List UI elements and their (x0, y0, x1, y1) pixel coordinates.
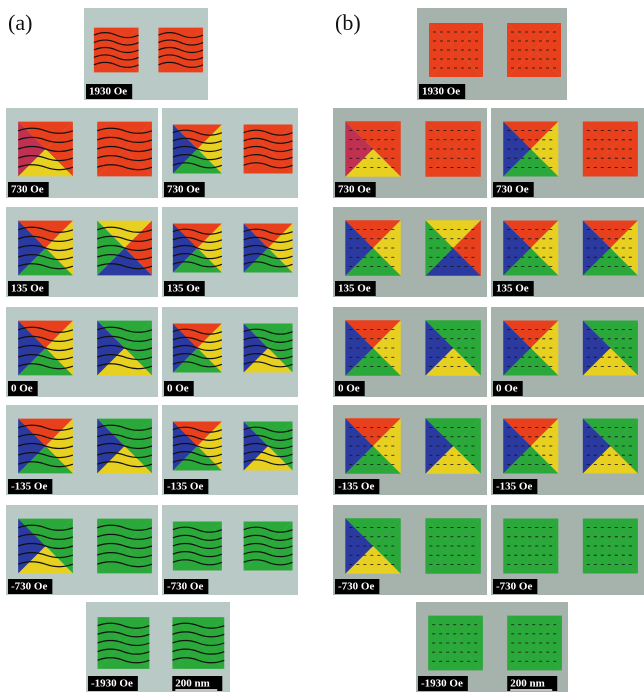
field-label: 135 Oe (11, 283, 44, 295)
field-label: -135 Oe (167, 481, 203, 493)
field-label: 0 Oe (167, 383, 189, 395)
panel-label: (a) (8, 10, 32, 35)
field-label: 0 Oe (496, 383, 518, 395)
field-label: -730 Oe (167, 581, 203, 593)
field-label: -135 Oe (338, 481, 374, 493)
field-label: 0 Oe (11, 383, 33, 395)
field-label: 730 Oe (11, 184, 44, 196)
field-label: 730 Oe (496, 184, 529, 196)
field-label: 1930 Oe (422, 86, 460, 98)
field-label: 730 Oe (167, 184, 200, 196)
field-label: 135 Oe (167, 283, 200, 295)
field-label: 135 Oe (496, 283, 529, 295)
field-label: -1930 Oe (421, 678, 463, 690)
field-label: -135 Oe (496, 481, 532, 493)
field-label: 1930 Oe (89, 86, 127, 98)
field-label: 0 Oe (338, 383, 360, 395)
field-label: -730 Oe (496, 581, 532, 593)
panel-label: (b) (335, 10, 361, 35)
figure: (a) (b) 1930 Oe 730 Oe 730 Oe 135 Oe 135 Oe 0… (0, 0, 644, 696)
field-label: 135 Oe (338, 283, 371, 295)
scale-label: 200 nm (510, 678, 545, 690)
field-label: 730 Oe (338, 184, 371, 196)
field-label: -135 Oe (11, 481, 47, 493)
field-label: -1930 Oe (91, 678, 133, 690)
scale-label: 200 nm (175, 678, 210, 690)
field-label: -730 Oe (11, 581, 47, 593)
field-label: -730 Oe (338, 581, 374, 593)
